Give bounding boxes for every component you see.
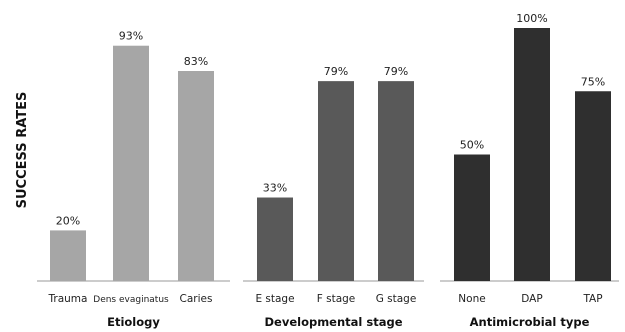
value-label-f-stage: 79% xyxy=(324,65,348,78)
bar-e-stage xyxy=(257,197,293,281)
bar-tap xyxy=(575,91,611,281)
bar-trauma xyxy=(50,230,86,281)
bar-caries xyxy=(178,71,214,281)
category-label-tap: TAP xyxy=(582,293,602,305)
category-label-f-stage: F stage xyxy=(317,293,356,305)
category-label-none: None xyxy=(458,293,485,305)
panel-title-antimicrobial-type: Antimicrobial type xyxy=(470,315,590,329)
bar-none xyxy=(454,154,490,281)
category-label-e-stage: E stage xyxy=(255,293,294,305)
bar-g-stage xyxy=(378,81,414,281)
chart-panels: 20% Trauma 93% Dens evaginatus 83% Caries Etio… xyxy=(37,12,619,329)
value-label-caries: 83% xyxy=(184,55,208,68)
y-axis-label: SUCCESS RATES xyxy=(15,92,30,209)
bar-dap xyxy=(514,28,550,281)
value-label-dens-evaginatus: 93% xyxy=(119,30,143,43)
value-label-e-stage: 33% xyxy=(263,182,287,195)
bar-f-stage xyxy=(318,81,354,281)
bar-dens-evaginatus xyxy=(113,45,149,282)
value-label-g-stage: 79% xyxy=(384,65,408,78)
value-label-tap: 75% xyxy=(581,75,605,88)
value-label-trauma: 20% xyxy=(56,214,80,227)
category-label-dens-evaginatus: Dens evaginatus xyxy=(93,295,169,305)
value-label-dap: 100% xyxy=(516,12,547,25)
category-label-caries: Caries xyxy=(180,293,213,305)
category-label-dap: DAP xyxy=(521,293,542,305)
value-label-none: 50% xyxy=(460,139,484,152)
panel-developmental-stage: 33% E stage 79% F stage 79% G stage Developmen… xyxy=(243,65,424,329)
panel-etiology: 20% Trauma 93% Dens evaginatus 83% Caries Etio… xyxy=(37,30,230,329)
panel-antimicrobial-type: 50% None 100% DAP 75% TAP Antimicrobial type xyxy=(440,12,619,329)
panel-title-etiology: Etiology xyxy=(107,315,160,329)
panel-title-developmental-stage: Developmental stage xyxy=(264,315,402,329)
category-label-trauma: Trauma xyxy=(48,293,88,305)
category-label-g-stage: G stage xyxy=(376,293,417,305)
